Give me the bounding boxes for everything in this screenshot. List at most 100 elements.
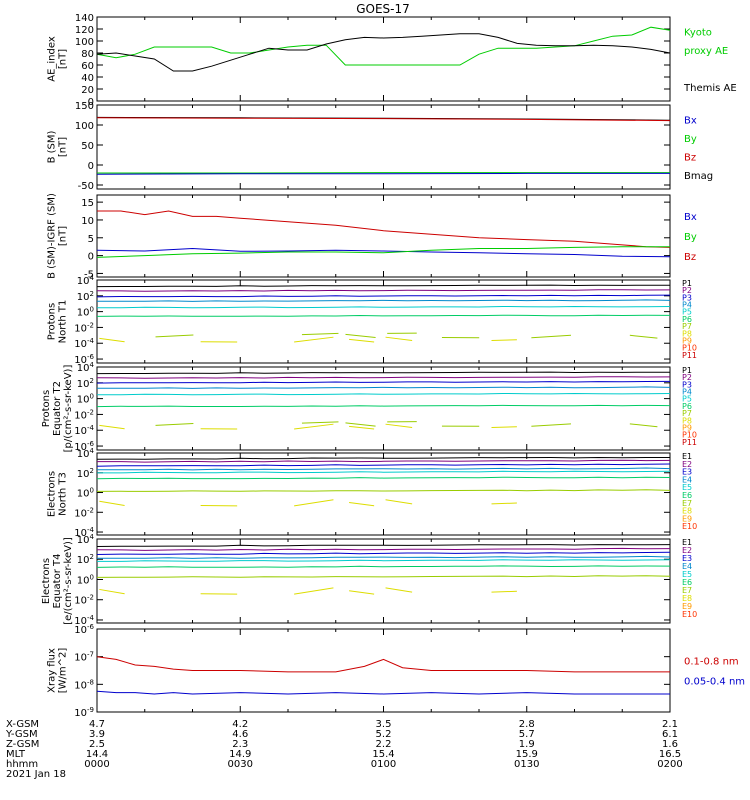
orbit-value: 2.8: [519, 719, 535, 730]
y-tick-label: -50: [78, 181, 94, 192]
y-tick-label: 104: [77, 274, 95, 287]
y-tick-label: 5: [88, 234, 94, 245]
flux-line: [97, 555, 671, 559]
legend-entry: E7: [682, 499, 692, 508]
flux-line: [96, 314, 671, 317]
legend-entry: E10: [682, 610, 697, 619]
legend-entry: Bmag: [684, 171, 713, 182]
y-tick-label: 10-2: [74, 408, 94, 421]
orbit-value: 0100: [371, 759, 396, 770]
legend-entry: P6: [682, 402, 692, 411]
panel-frame: [96, 194, 671, 278]
series-line-1: [97, 210, 671, 248]
flux-segment: [301, 421, 339, 424]
legend-entry: P4: [682, 388, 692, 397]
legend-entry: Bz: [684, 252, 696, 263]
series-line-3: [96, 246, 670, 258]
flux-segment: [629, 423, 658, 428]
flux-line: [97, 386, 671, 389]
y-axis-label: Xray flux: [47, 648, 58, 693]
flux-line: [96, 376, 671, 379]
orbit-value: 0200: [657, 759, 682, 770]
y-axis-label: B (SM)-IGRF (SM): [47, 193, 58, 279]
legend-entry: P11: [682, 351, 697, 360]
flux-line: [97, 470, 671, 474]
y-axis-label: Electrons: [47, 471, 58, 517]
legend-entry: proxy AE: [684, 46, 728, 57]
orbit-date: 2021 Jan 18: [6, 769, 66, 780]
y-tick-label: 102: [77, 553, 94, 566]
panel-frame: [96, 366, 671, 451]
flux-segment: [385, 336, 413, 341]
series-line-1: [96, 656, 670, 673]
y-axis-label: [nT]: [58, 137, 69, 157]
flux-line: [96, 380, 671, 384]
flux-segment: [345, 422, 376, 427]
y-tick-label: 10-7: [74, 651, 94, 664]
flux-line: [96, 463, 671, 467]
y-tick-label: 0: [88, 252, 94, 263]
flux-segment: [491, 502, 517, 505]
legend-entry: P2: [682, 373, 692, 382]
orbit-value: 4.7: [89, 719, 105, 730]
y-tick-label: 100: [75, 37, 94, 48]
orbit-value: 15.9: [516, 749, 538, 760]
flux-segment: [385, 423, 413, 428]
panel-frame: [96, 538, 671, 624]
orbit-value: 2.3: [232, 739, 248, 750]
flux-segment: [531, 334, 572, 339]
flux-segment: [301, 332, 339, 336]
series-line-2: [96, 247, 671, 258]
series-line-2: [96, 690, 670, 695]
flux-segment: [294, 336, 334, 343]
flux-line: [97, 299, 671, 302]
legend-entry: P10: [682, 431, 697, 440]
legend-entry: E9: [682, 602, 692, 611]
y-axis-label: AE_index: [47, 36, 58, 82]
flux-segment: [491, 426, 517, 428]
y-tick-label: 102: [77, 467, 94, 480]
flux-segment: [491, 339, 517, 341]
orbit-value: 4.2: [232, 719, 248, 730]
y-tick-label: 0: [88, 97, 94, 108]
flux-line: [97, 559, 671, 562]
legend-entry: Themis AE: [683, 83, 737, 94]
y-tick-label: 100: [75, 121, 94, 132]
orbit-value: 6.1: [662, 729, 678, 740]
legend-entry: 0.1-0.8 nm: [684, 657, 739, 668]
orbit-value: 0000: [84, 759, 109, 770]
flux-segment: [99, 424, 125, 430]
y-axis-label: Equator T2: [52, 381, 63, 436]
y-tick-label: 10-8: [74, 678, 94, 691]
legend-entry: E3: [682, 554, 692, 563]
y-tick-label: 10-2: [74, 506, 94, 519]
flux-segment: [155, 423, 194, 426]
y-axis-label: North T3: [58, 472, 69, 516]
flux-segment: [99, 337, 125, 343]
flux-segment: [385, 499, 413, 505]
orbit-row-label: MLT: [6, 749, 26, 760]
y-tick-label: 10-4: [74, 337, 94, 350]
y-tick-label: 100: [77, 573, 94, 586]
y-tick-label: 104: [77, 447, 95, 460]
figure-title: GOES-17: [356, 2, 410, 16]
flux-line: [96, 305, 671, 309]
flux-segment: [294, 423, 334, 430]
flux-line: [96, 289, 671, 292]
legend-entry: P9: [682, 423, 692, 432]
y-tick-label: 140: [75, 13, 94, 24]
flux-line: [96, 371, 670, 375]
y-tick-label: 0: [88, 161, 94, 172]
legend-entry: P7: [682, 322, 692, 331]
flux-line: [96, 404, 671, 408]
flux-segment: [491, 590, 517, 593]
orbit-value: 5.2: [376, 729, 392, 740]
legend-entry: P3: [682, 380, 692, 389]
flux-segment: [385, 587, 413, 593]
flux-line: [96, 392, 671, 396]
orbit-value: 2.2: [376, 739, 392, 750]
legend-entry: E2: [682, 460, 692, 469]
legend-entry: P11: [682, 438, 697, 447]
